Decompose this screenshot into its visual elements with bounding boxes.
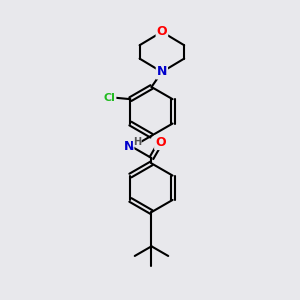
Text: N: N <box>157 65 167 79</box>
Text: N: N <box>123 140 134 153</box>
Text: O: O <box>157 26 167 38</box>
Text: O: O <box>155 136 166 149</box>
Text: Cl: Cl <box>103 93 116 103</box>
Text: H: H <box>133 136 141 146</box>
